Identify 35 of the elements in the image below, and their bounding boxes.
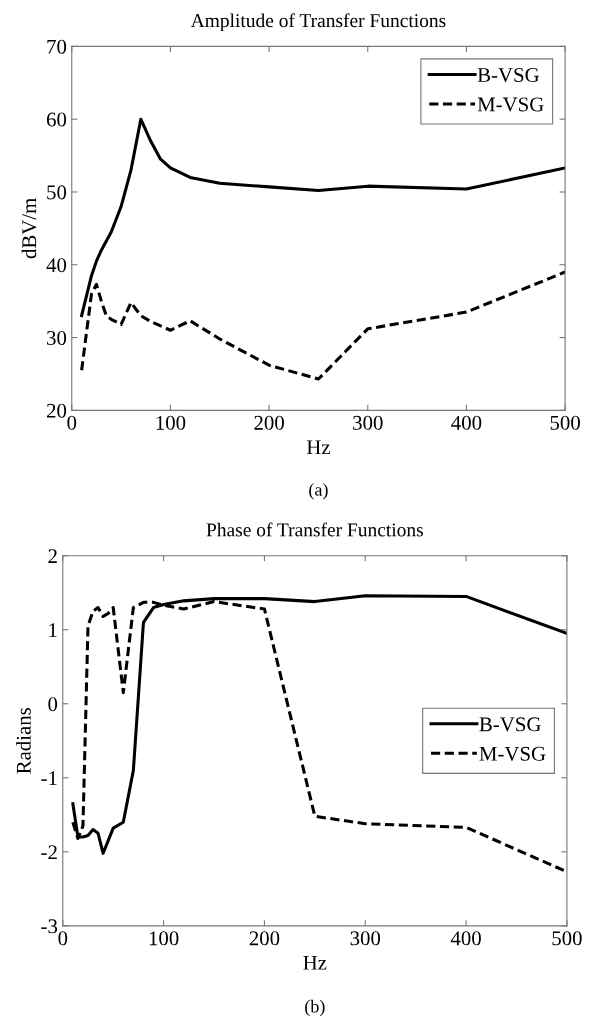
- chart-title: Phase of Transfer Functions: [206, 522, 423, 537]
- y-axis-title: dBV/m: [21, 198, 37, 259]
- text: (b): [305, 999, 325, 1017]
- text: (a): [309, 483, 328, 500]
- y-tick-label: 50: [47, 185, 67, 200]
- y-tick-label: -1: [41, 771, 57, 786]
- legend-label: B-VSG: [479, 717, 541, 732]
- x-axis-title: Hz: [303, 955, 327, 970]
- y-tick-label: 40: [46, 258, 67, 273]
- y-tick-label: 2: [48, 549, 57, 563]
- x-tick-label: 500: [552, 931, 582, 946]
- x-tick-label: 300: [350, 931, 381, 946]
- x-tick-label: 100: [149, 931, 179, 946]
- x-tick-label: 500: [550, 415, 580, 430]
- x-axis-title: Hz: [306, 440, 330, 455]
- legend-label: B-VSG: [477, 68, 539, 83]
- x-tick-label: 200: [254, 415, 284, 430]
- x-tick-label: 400: [451, 415, 482, 430]
- x-tick-label: 400: [450, 931, 481, 946]
- legend-label: M-VSG: [479, 746, 546, 761]
- y-tick-label: 70: [47, 39, 67, 54]
- y-tick-label: -2: [41, 845, 57, 860]
- x-tick-label: 300: [353, 415, 383, 430]
- legend-label: M-VSG: [477, 97, 544, 112]
- y-tick-label: 0: [48, 697, 58, 712]
- y-tick-label: 30: [47, 330, 67, 345]
- y-axis-title: Radians: [16, 707, 31, 774]
- x-tick-label: 0: [67, 415, 77, 430]
- x-tick-label: 200: [249, 931, 280, 946]
- chart-title: Amplitude of Transfer Functions: [190, 13, 446, 32]
- y-tick-label: -3: [41, 919, 58, 934]
- y-tick-label: 20: [46, 403, 67, 418]
- y-tick-label: 1: [49, 623, 57, 637]
- x-tick-label: 100: [156, 415, 186, 430]
- y-tick-label: 60: [46, 112, 67, 127]
